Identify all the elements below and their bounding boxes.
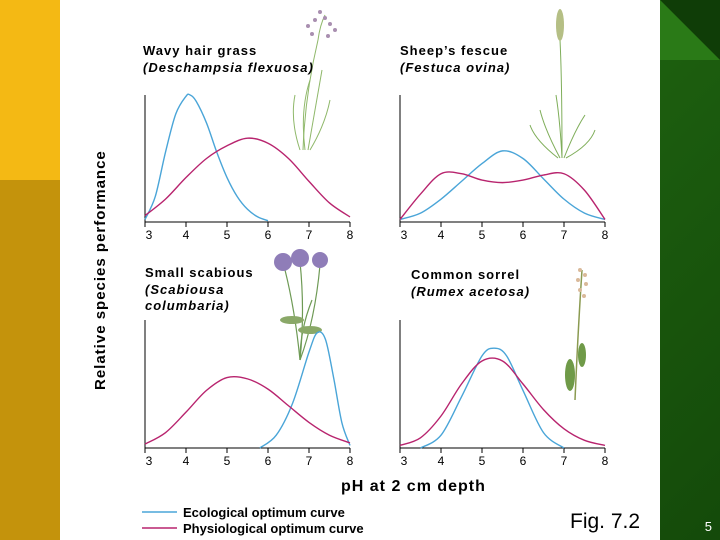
panel-1-physiological-curve xyxy=(144,137,351,218)
panel-1-tick-label-7: 7 xyxy=(306,228,313,242)
panel-4-tick-label-3: 3 xyxy=(401,454,408,468)
panel-2-tick-label-7: 7 xyxy=(561,228,568,242)
panel-3-tick-label-4: 4 xyxy=(183,454,190,468)
panel-1-tick-label-3: 3 xyxy=(146,228,153,242)
panel-3-physiological-curve xyxy=(144,375,351,445)
panel-4-tick-label-5: 5 xyxy=(479,454,486,468)
sheeps-fescue-illustration xyxy=(529,9,596,159)
figure-panel xyxy=(60,0,660,540)
panel-1-ecological-curve xyxy=(144,93,269,222)
common-sorrel-illustration xyxy=(565,268,588,401)
plant-illustrations xyxy=(274,9,596,401)
panel-4-tick-label-6: 6 xyxy=(520,454,527,468)
panel-1-tick-label-6: 6 xyxy=(265,228,272,242)
panel-1-tick-label-4: 4 xyxy=(183,228,190,242)
panel-4-tick-label-7: 7 xyxy=(561,454,568,468)
panel-2-physiological-curve xyxy=(399,171,606,220)
panel-4-physiological-curve xyxy=(399,357,606,447)
corner-decoration xyxy=(660,0,720,60)
gold-bar-top xyxy=(0,0,60,180)
panel-3-tick-label-7: 7 xyxy=(306,454,313,468)
panel-2-tick-label-3: 3 xyxy=(401,228,408,242)
panel-3-tick-label-3: 3 xyxy=(146,454,153,468)
panel-3-tick-label-5: 5 xyxy=(224,454,231,468)
panel-2-tick-label-4: 4 xyxy=(438,228,445,242)
panel-4-tick-label-4: 4 xyxy=(438,454,445,468)
panel-4-ecological-curve xyxy=(420,347,565,449)
panel-2-tick-label-6: 6 xyxy=(520,228,527,242)
panel-1-tick-label-8: 8 xyxy=(347,228,354,242)
panel-2-ecological-curve xyxy=(399,150,606,221)
panel-2-tick-label-8: 8 xyxy=(602,228,609,242)
panel-4-tick-label-8: 8 xyxy=(602,454,609,468)
panel-3-tick-label-6: 6 xyxy=(265,454,272,468)
panel-2-tick-label-5: 5 xyxy=(479,228,486,242)
panel-3-tick-label-8: 8 xyxy=(347,454,354,468)
slide-number: 5 xyxy=(704,519,712,534)
wavy-hair-grass-illustration xyxy=(292,10,337,151)
panel-1-tick-label-5: 5 xyxy=(224,228,231,242)
panel-3-ecological-curve xyxy=(259,331,351,449)
gold-bar-bottom xyxy=(0,180,60,540)
small-scabious-illustration xyxy=(274,249,328,361)
